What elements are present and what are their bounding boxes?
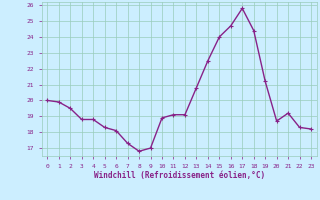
X-axis label: Windchill (Refroidissement éolien,°C): Windchill (Refroidissement éolien,°C) <box>94 171 265 180</box>
